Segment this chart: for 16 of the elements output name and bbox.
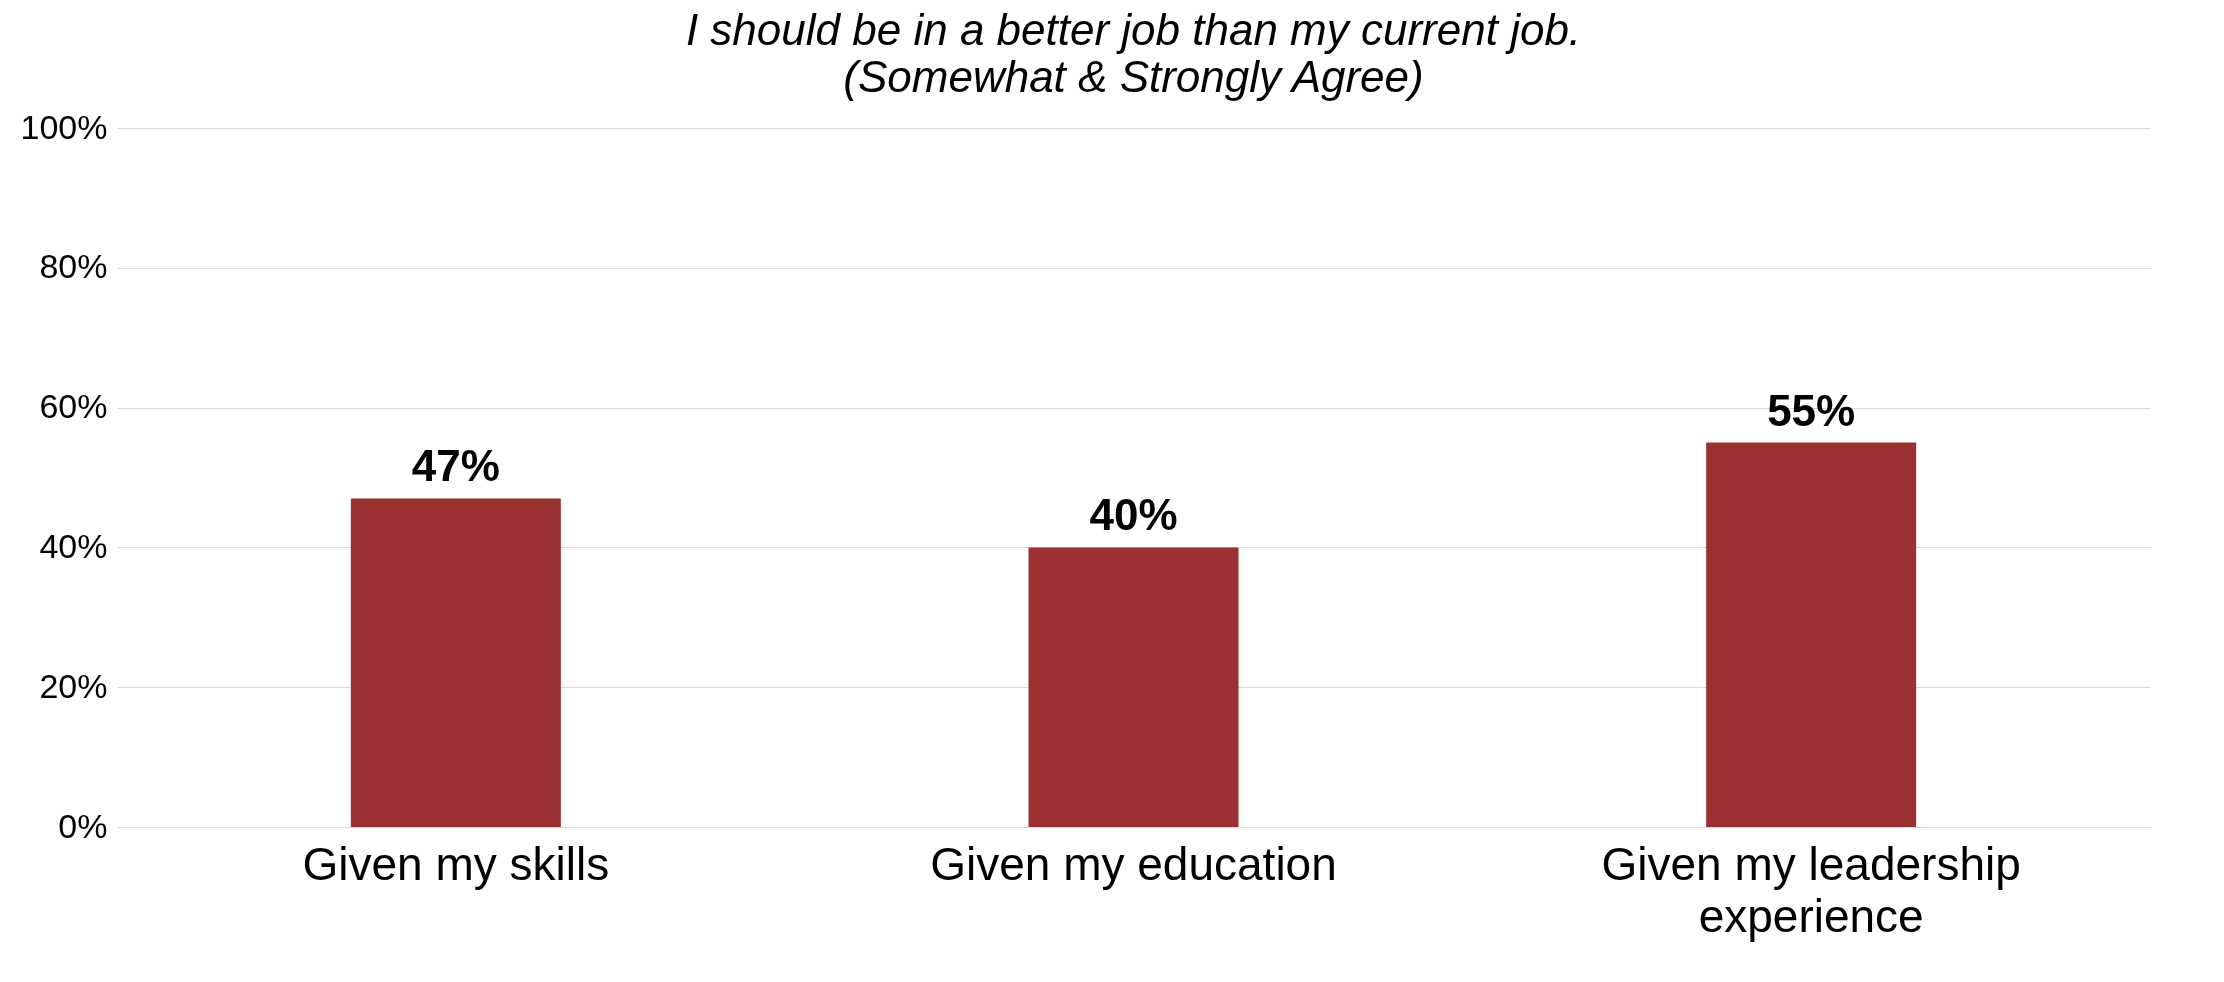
y-tick-label: 100% bbox=[20, 107, 108, 146]
y-tick-label: 0% bbox=[58, 806, 108, 845]
bar bbox=[1706, 442, 1917, 827]
bar bbox=[350, 498, 561, 827]
y-tick-label: 40% bbox=[39, 526, 108, 565]
x-tick-label: Given my leadership experience bbox=[1601, 837, 2021, 942]
x-tick-label: Given my skills bbox=[302, 837, 610, 890]
data-label: 55% bbox=[1767, 385, 1856, 435]
data-label: 40% bbox=[1089, 490, 1178, 540]
x-tick-label: Given my education bbox=[930, 837, 1337, 890]
bar bbox=[1028, 547, 1239, 827]
data-label: 47% bbox=[411, 441, 500, 491]
y-tick-label: 20% bbox=[39, 666, 108, 705]
y-tick-label: 80% bbox=[39, 247, 108, 286]
y-tick-label: 60% bbox=[39, 387, 108, 426]
chart-title: I should be in a better job than my current job. bbox=[685, 5, 1582, 54]
